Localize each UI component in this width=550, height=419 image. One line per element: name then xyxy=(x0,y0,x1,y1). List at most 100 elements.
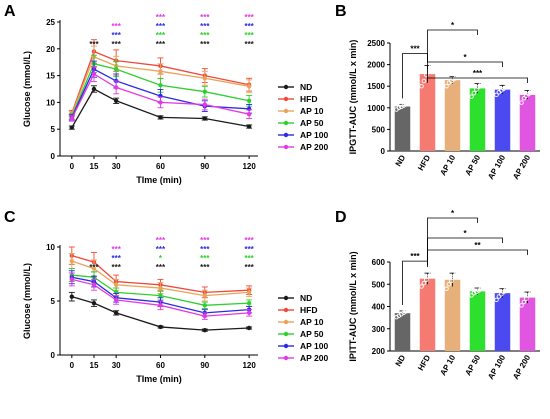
series-nd xyxy=(68,291,253,333)
data-point xyxy=(69,125,75,130)
legend-item: AP 100 xyxy=(278,341,328,351)
series-line xyxy=(71,55,250,115)
individual-point xyxy=(421,280,427,286)
x-tick-label: 0 xyxy=(70,162,75,171)
data-point xyxy=(158,293,163,298)
legend-swatch-marker xyxy=(283,307,289,313)
y-tick-label: 10 xyxy=(46,98,55,107)
individual-point xyxy=(494,297,499,303)
comparison-label: * xyxy=(451,21,455,30)
line-chart-C: C 0 5 10 0 15 30 60 90 120 TIme (min) Glucose (mmol… xyxy=(4,209,328,384)
individual-point xyxy=(424,72,429,78)
legend-label: AP 50 xyxy=(300,329,324,339)
individual-point xyxy=(471,90,477,96)
individual-point xyxy=(419,284,424,289)
x-axis-label: TIme (min) xyxy=(136,374,182,384)
y-tick-label: 500 xyxy=(372,125,386,134)
series-ap-200 xyxy=(68,272,253,320)
comparison-label: ** xyxy=(474,241,481,250)
bar-ap-50 xyxy=(469,88,486,151)
bar-ap-10 xyxy=(444,80,461,151)
x-tick-label: ND xyxy=(394,353,408,368)
x-tick-label: 60 xyxy=(156,162,165,171)
y-tick-label: 2500 xyxy=(367,39,385,48)
data-point xyxy=(158,285,163,291)
significance-label: *** xyxy=(244,40,254,49)
y-axis-label: IPGTT-AUC (mmol/L x min) xyxy=(348,40,358,155)
individual-point xyxy=(524,296,529,301)
significance-label: * xyxy=(159,254,163,263)
individual-point xyxy=(501,289,506,295)
individual-point xyxy=(446,282,452,287)
data-point xyxy=(246,290,252,295)
significance-label: *** xyxy=(200,40,210,49)
data-point xyxy=(158,100,163,105)
data-point xyxy=(246,124,252,129)
individual-point xyxy=(431,55,436,61)
data-point xyxy=(91,266,97,271)
x-tick-label: 15 xyxy=(90,162,99,171)
significance-label: *** xyxy=(111,254,121,263)
significance-label: *** xyxy=(156,263,166,272)
significance-label: *** xyxy=(244,245,254,254)
legend-swatch-marker xyxy=(283,84,289,90)
data-point xyxy=(91,282,97,287)
series-line xyxy=(71,63,250,117)
bar-nd xyxy=(394,313,411,351)
individual-point xyxy=(451,274,456,279)
comparison-bracket xyxy=(427,57,528,83)
individual-point xyxy=(469,94,474,99)
series-ap-10 xyxy=(68,253,253,302)
significance-label: *** xyxy=(89,40,99,49)
bar-ap-100 xyxy=(494,293,511,351)
x-tick-label: 30 xyxy=(112,361,121,370)
individual-point xyxy=(469,293,474,298)
individual-point xyxy=(471,290,477,296)
legend-label: ND xyxy=(300,293,312,303)
data-point xyxy=(158,69,163,74)
series-line xyxy=(71,260,250,297)
individual-point xyxy=(478,286,484,291)
x-tick-label: 120 xyxy=(242,361,256,370)
individual-point xyxy=(503,84,509,90)
x-tick-label: AP 100 xyxy=(486,153,507,181)
significance-label: *** xyxy=(156,236,166,245)
legend-label: HFD xyxy=(300,305,317,315)
significance-label: *** xyxy=(111,31,121,40)
series-line xyxy=(71,274,250,306)
bar-ap-50 xyxy=(469,291,486,351)
significance-label: *** xyxy=(244,236,254,245)
y-tick-label: 20 xyxy=(46,45,55,54)
legend-item: AP 50 xyxy=(278,118,324,128)
individual-point xyxy=(519,303,524,308)
data-point xyxy=(246,84,252,89)
x-tick-label: AP 200 xyxy=(511,353,532,381)
legend-swatch-marker xyxy=(283,355,289,361)
significance-label: *** xyxy=(244,13,254,22)
series-ap-200 xyxy=(68,66,253,122)
individual-point xyxy=(449,278,454,284)
legend-item: AP 50 xyxy=(278,329,324,339)
significance-label: *** xyxy=(111,22,121,31)
legend-item: HFD xyxy=(278,305,317,315)
panel-label: C xyxy=(4,209,16,226)
y-tick-label: 5 xyxy=(51,297,56,306)
significance-label: *** xyxy=(89,263,99,272)
data-point xyxy=(202,303,208,308)
comparison-label: * xyxy=(451,209,455,218)
legend-swatch-marker xyxy=(283,96,289,102)
legend-label: AP 200 xyxy=(300,142,328,152)
comparison-label: * xyxy=(463,229,467,238)
individual-point xyxy=(424,277,429,283)
y-tick-label: 500 xyxy=(372,280,386,289)
individual-point xyxy=(531,86,536,91)
legend-label: AP 10 xyxy=(300,317,324,327)
data-point xyxy=(202,116,208,121)
x-tick-label: AP 100 xyxy=(486,353,507,381)
data-point xyxy=(202,313,208,319)
bar-ap-10 xyxy=(444,279,461,351)
data-point xyxy=(158,324,163,330)
individual-point xyxy=(426,68,431,74)
data-point xyxy=(246,98,252,103)
comparison-bracket xyxy=(427,249,528,266)
